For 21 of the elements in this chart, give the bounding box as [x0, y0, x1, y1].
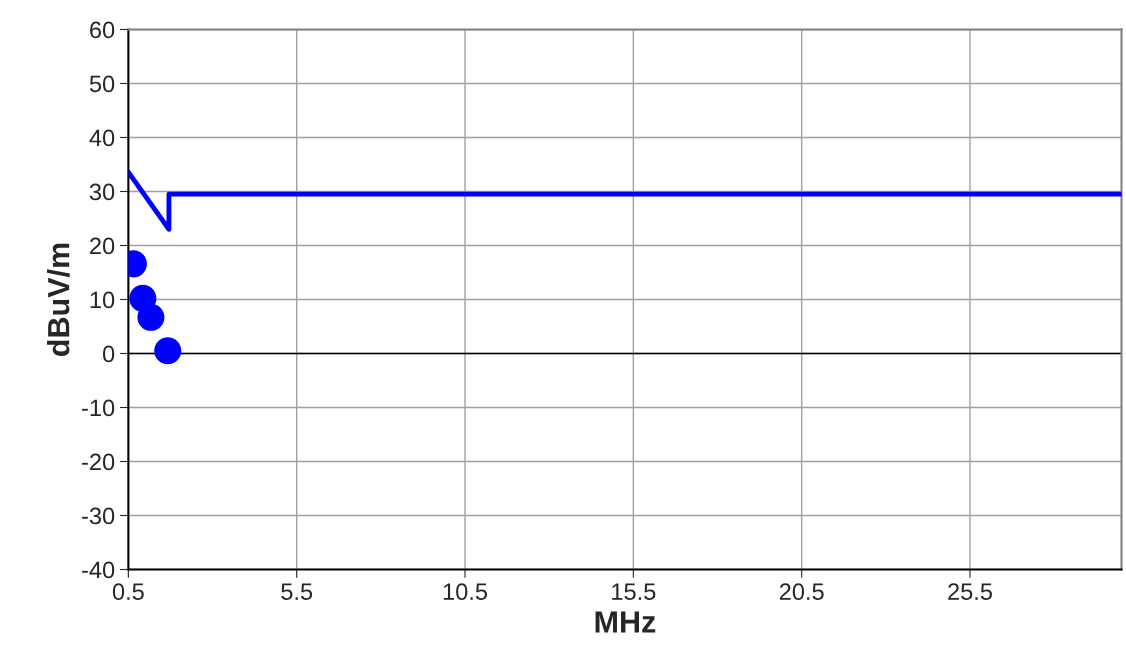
y-tick-label: 60	[90, 21, 115, 39]
y-tick-label: 10	[90, 291, 115, 309]
x-tick-label: 25.5	[948, 583, 992, 601]
y-tick-label: 30	[89, 183, 115, 201]
y-tick-label: -20	[82, 453, 115, 471]
x-tick-label: 20.5	[779, 583, 824, 601]
y-tick-label: 20	[90, 237, 115, 255]
y-axis-title: dBuV/m	[47, 243, 70, 356]
point	[137, 303, 165, 331]
x-axis-title: MHz	[595, 611, 656, 633]
y-tick-label: -10	[82, 399, 115, 417]
x-tick-label: 0.5	[112, 583, 144, 601]
y-tick-label: -40	[82, 561, 115, 579]
x-tick-label: 5.5	[281, 583, 313, 601]
y-tick-label: 0	[102, 345, 115, 363]
point	[154, 337, 182, 365]
y-tick-label: 50	[89, 75, 115, 93]
x-tick-label: 15.5	[612, 583, 656, 601]
x-tick-label: 10.5	[443, 583, 488, 601]
y-tick-label: 40	[89, 129, 115, 147]
y-tick-label: -30	[82, 507, 115, 525]
